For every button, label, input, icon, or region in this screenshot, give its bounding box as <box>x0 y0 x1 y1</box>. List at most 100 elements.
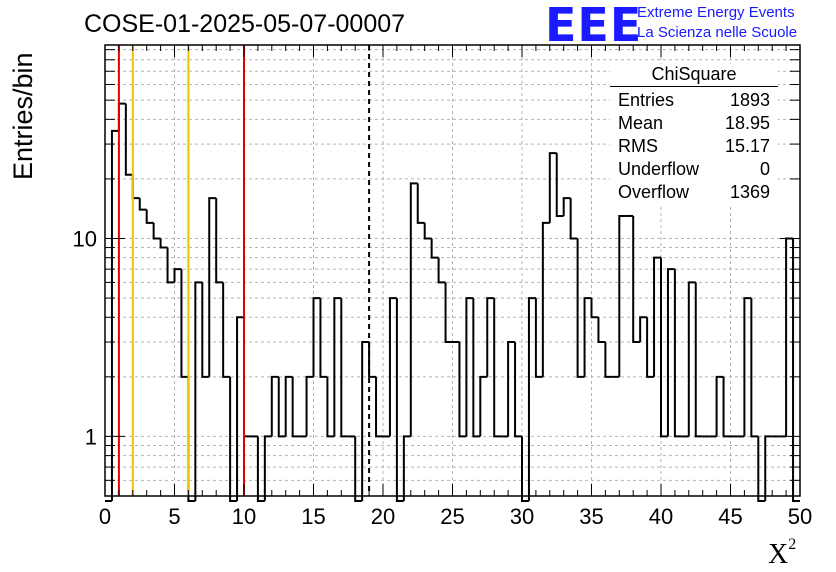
histogram-bin <box>319 298 328 378</box>
x-axis-label: X2 <box>768 536 797 570</box>
histogram-bin <box>444 282 453 343</box>
histogram-bin <box>236 316 244 501</box>
histogram-bin <box>152 222 161 240</box>
histogram-bin <box>333 297 342 437</box>
histogram-bin <box>430 238 439 259</box>
stats-row-entries: Entries 1893 <box>610 89 778 112</box>
histogram-bin <box>354 436 363 502</box>
histogram-bin <box>618 214 627 377</box>
histogram-bin <box>541 221 550 377</box>
histogram-bin <box>527 297 536 501</box>
histogram-bin <box>229 376 238 502</box>
y-tick-label: 1 <box>85 424 97 449</box>
histogram-bin <box>785 237 794 437</box>
histogram-bin <box>437 257 446 284</box>
histogram-bin <box>646 317 655 378</box>
stats-title: ChiSquare <box>610 64 778 87</box>
histogram-bin <box>757 436 766 502</box>
histogram-bin <box>208 197 217 377</box>
histogram-bin <box>576 238 585 378</box>
histogram-bin <box>326 376 335 438</box>
stats-row-overflow: Overflow 1369 <box>610 181 778 204</box>
histogram-bin <box>215 198 224 284</box>
logo-line-2: La Scienza nelle Scuole <box>637 24 798 41</box>
stats-value: 1893 <box>729 90 770 110</box>
threshold-lines <box>117 45 371 496</box>
histogram-bin <box>423 222 432 240</box>
histogram-bin <box>639 316 648 342</box>
histogram-bin <box>110 129 119 501</box>
x-tick-label: 10 <box>232 504 256 529</box>
histogram-bin <box>180 269 189 378</box>
axis-layer: 0 5 10 15 20 25 30 35 40 45 50 1 10 <box>73 45 812 529</box>
histogram-layer <box>105 102 800 502</box>
x-tick-label: 0 <box>99 504 111 529</box>
histogram-bin <box>687 281 696 437</box>
logo-line-1: Extreme Energy Events <box>637 4 795 21</box>
histogram-bin <box>743 297 752 437</box>
stats-value: 0 <box>759 159 770 179</box>
histogram-bin <box>493 298 502 438</box>
histogram-bin <box>145 209 154 224</box>
run-title: COSE-01-2025-05-07-00007 <box>84 10 406 38</box>
histogram-bin <box>368 341 377 378</box>
histogram-bin <box>694 282 703 438</box>
histogram-bin <box>375 376 383 438</box>
histogram-bin <box>173 268 182 283</box>
stats-label: Mean <box>618 113 664 133</box>
histogram-bin <box>715 375 724 437</box>
histogram-bin <box>402 435 411 501</box>
histogram-bin <box>479 375 488 437</box>
stats-value: 1369 <box>729 182 770 202</box>
stats-value: 18.95 <box>724 113 770 133</box>
stats-label: Entries <box>618 90 675 110</box>
histogram-bin <box>521 436 529 502</box>
histogram-bin <box>666 268 675 437</box>
histogram-bin <box>472 298 481 438</box>
histogram-bin <box>750 298 759 438</box>
histogram-bin <box>131 174 140 200</box>
histogram-bin <box>632 215 641 343</box>
stats-value: 15.17 <box>724 136 770 156</box>
histogram-bin <box>395 298 404 502</box>
x-tick-label: 50 <box>788 504 812 529</box>
histogram-bin <box>590 298 599 319</box>
x-tick-label: 25 <box>440 504 464 529</box>
histogram-bin <box>722 376 731 438</box>
histogram-bin <box>256 436 265 502</box>
histogram-bin <box>124 103 133 176</box>
histogram-bin <box>361 340 370 501</box>
stats-label: RMS <box>618 136 658 156</box>
stats-row-mean: Mean 18.95 <box>610 112 778 135</box>
stats-row-rms: RMS 15.17 <box>610 135 778 158</box>
histogram-bin <box>764 435 773 501</box>
y-axis-label: Entries/bin <box>8 52 38 180</box>
histogram-bin <box>117 102 126 131</box>
histogram-bin <box>548 152 557 223</box>
x-tick-label: 35 <box>579 504 603 529</box>
stats-label: Underflow <box>618 159 700 179</box>
histogram-bin <box>284 375 293 437</box>
histogram-bin <box>159 238 168 249</box>
histogram-bin <box>486 297 495 377</box>
stats-row-underflow: Underflow 0 <box>610 158 778 181</box>
histogram-bin <box>792 238 800 502</box>
histogram-bin <box>653 256 661 377</box>
histogram-bin <box>409 182 418 437</box>
histogram-bin <box>194 281 203 501</box>
histogram-bin <box>187 376 196 502</box>
histogram-bin <box>660 257 668 438</box>
histogram-bin <box>507 340 516 437</box>
histogram-bin <box>166 247 175 284</box>
histogram-bin <box>583 297 592 377</box>
histogram-bin <box>555 153 564 217</box>
stats-box: ChiSquare Entries 1893 Mean 18.95 RMS 15… <box>610 64 778 204</box>
x-tick-label: 15 <box>301 504 325 529</box>
histogram-bin <box>277 376 286 438</box>
histogram-bin <box>270 375 279 437</box>
histogram-bin <box>201 282 210 378</box>
histogram-bin <box>458 341 467 438</box>
histogram-bin <box>534 298 543 378</box>
x-tick-label: 5 <box>168 504 180 529</box>
